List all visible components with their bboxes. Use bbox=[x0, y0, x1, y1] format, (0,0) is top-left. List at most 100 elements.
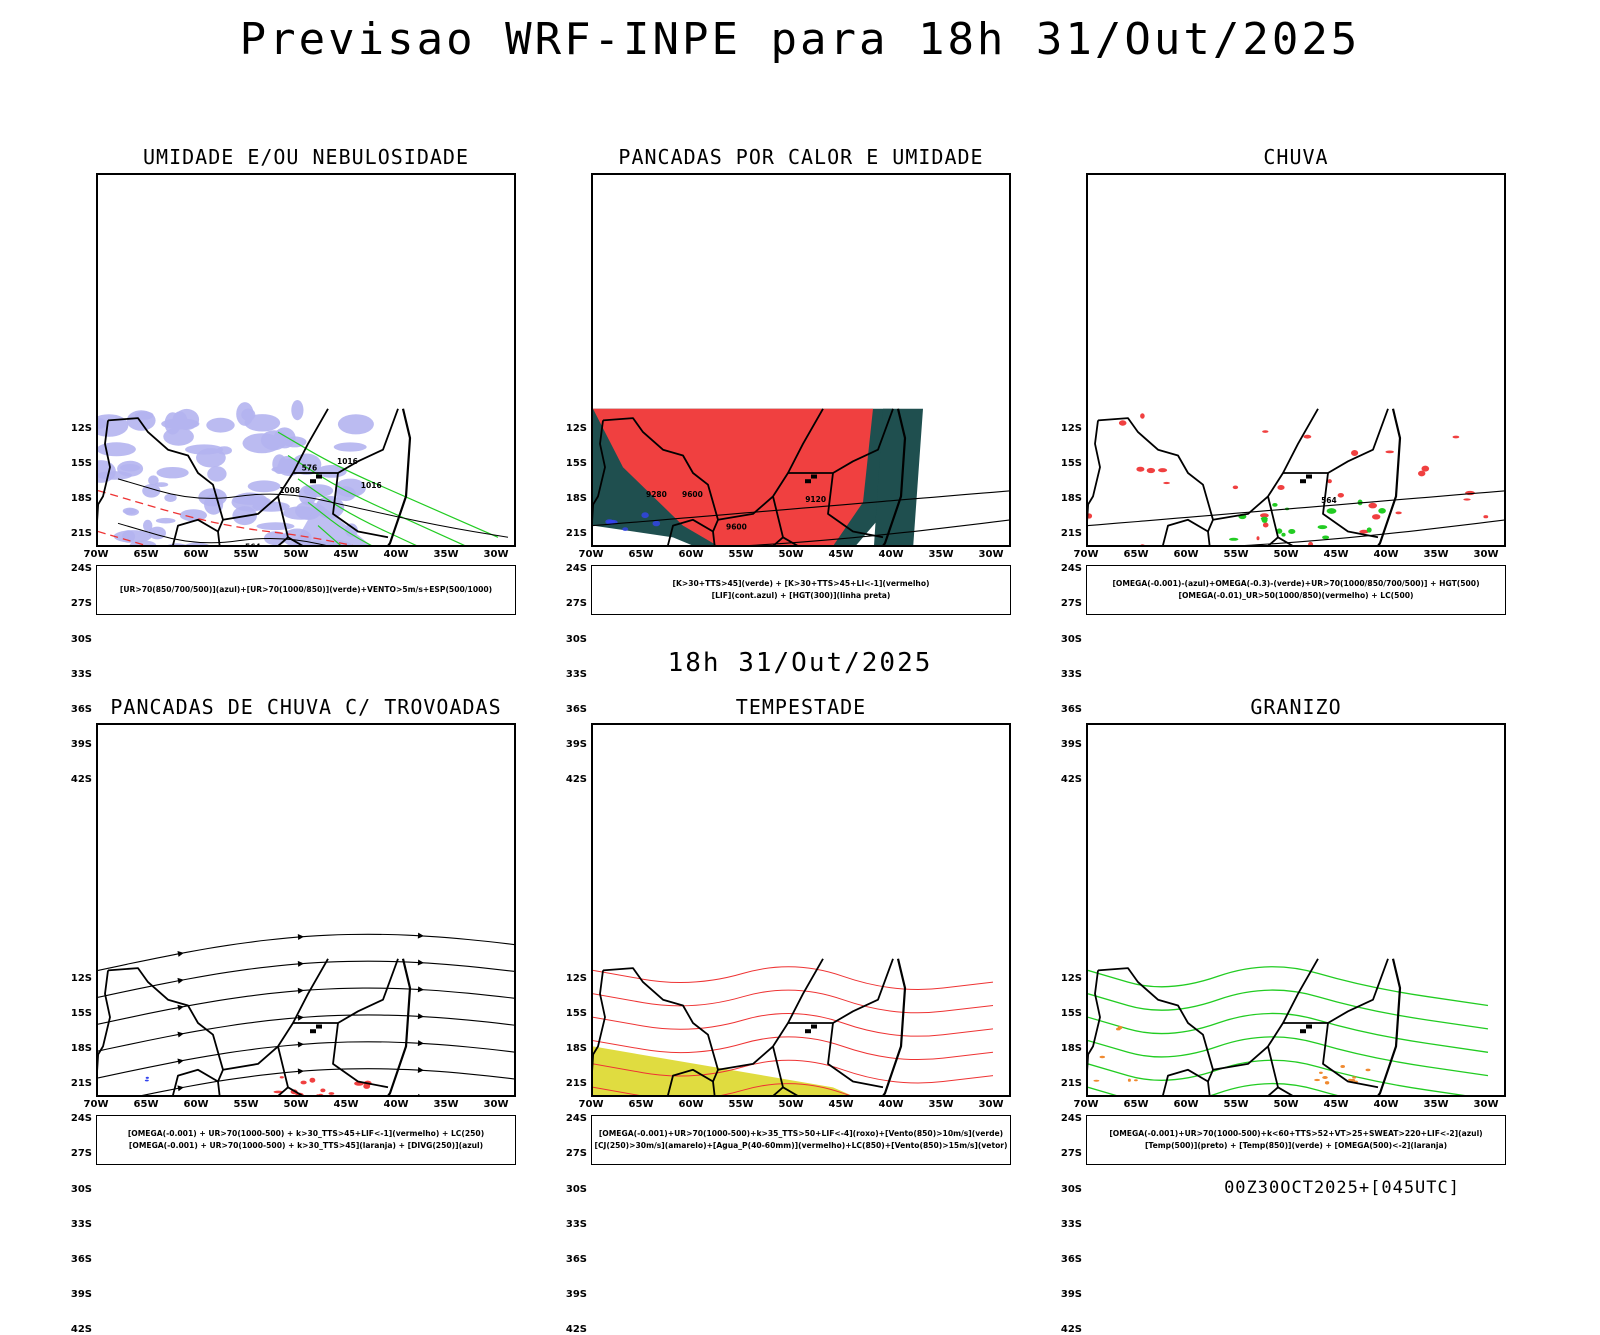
lat-tick-label: 39S bbox=[70, 1288, 92, 1300]
lc850-streamline bbox=[593, 1012, 994, 1037]
border-line bbox=[593, 420, 606, 506]
lake-mark bbox=[811, 474, 817, 479]
map-frame[interactable]: -15-18-21-15-12-12 bbox=[1086, 723, 1506, 1097]
streamline bbox=[141, 1068, 514, 1095]
lon-tick-label: 50W bbox=[283, 549, 309, 560]
panel-title: TEMPESTADE bbox=[735, 695, 867, 719]
rain-area bbox=[1262, 430, 1269, 433]
legend-box: [OMEGA(-0.001)+UR>70(1000-500)+k<60+TTS>… bbox=[1086, 1115, 1506, 1165]
omega-strong-area bbox=[1260, 516, 1268, 521]
border-line bbox=[1267, 1086, 1279, 1095]
rain-area bbox=[1088, 513, 1093, 519]
border-line bbox=[217, 1081, 221, 1095]
lat-tick-label: 21S bbox=[1060, 528, 1082, 540]
lon-axis: 70W 65W 60W 55W 50W 45W 40W 35W 30W bbox=[84, 1099, 516, 1113]
rain-area bbox=[1327, 479, 1332, 484]
lon-tick-label: 45W bbox=[1323, 549, 1349, 560]
border-line bbox=[1267, 536, 1279, 545]
border-line bbox=[172, 1068, 219, 1095]
border-line bbox=[1212, 408, 1319, 521]
contour-label: 9120 bbox=[805, 495, 826, 504]
lat-tick-label: 12S bbox=[1060, 423, 1082, 435]
lon-tick-label: 70W bbox=[578, 549, 604, 560]
temp850-contour bbox=[1088, 966, 1489, 1007]
lat-tick-label: 21S bbox=[70, 1078, 92, 1090]
border-line bbox=[277, 1086, 289, 1095]
contour-label: 1016 bbox=[337, 457, 358, 466]
lon-tick-label: 35W bbox=[928, 549, 954, 560]
lon-tick-label: 65W bbox=[1123, 1099, 1149, 1110]
lat-tick-label: 33S bbox=[70, 1218, 92, 1230]
border-line bbox=[222, 408, 329, 521]
border-line bbox=[717, 408, 824, 521]
lat-tick-label: 24S bbox=[1060, 1113, 1082, 1125]
lon-tick-label: 35W bbox=[433, 1099, 459, 1110]
border-line bbox=[1162, 518, 1209, 545]
lon-tick-label: 35W bbox=[1423, 1099, 1449, 1110]
lon-tick-label: 60W bbox=[1173, 549, 1199, 560]
lon-axis: 70W 65W 60W 55W 50W 45W 40W 35W 30W bbox=[84, 549, 516, 563]
rh-contour bbox=[317, 525, 342, 545]
lat-tick-label: 36S bbox=[1060, 1253, 1082, 1265]
lon-tick-label: 40W bbox=[878, 1099, 904, 1110]
flow-arrow bbox=[417, 932, 424, 939]
contour-label: 564 bbox=[245, 543, 261, 547]
flow-arrow bbox=[417, 1067, 424, 1073]
lon-tick-label: 65W bbox=[133, 549, 159, 560]
lon-tick-label: 50W bbox=[778, 549, 804, 560]
map-frame[interactable]: 1008100810161012100810161020101610121020… bbox=[96, 173, 516, 547]
legend-line: [OMEGA(-0.001)+UR>70(1000-500)+k>35_TTS>… bbox=[598, 1129, 1004, 1138]
lon-tick-label: 50W bbox=[283, 1099, 309, 1110]
humidity-area bbox=[98, 418, 107, 429]
lif-contour bbox=[622, 527, 629, 531]
lake-mark bbox=[316, 1024, 322, 1029]
thunderstorm-area bbox=[320, 1088, 326, 1093]
humidity-area bbox=[98, 460, 116, 483]
thunderstorm-area bbox=[300, 1080, 307, 1085]
lat-tick-label: 12S bbox=[1060, 973, 1082, 985]
lat-tick-label: 27S bbox=[1060, 598, 1082, 610]
flow-arrow bbox=[417, 1013, 424, 1020]
humidity-area bbox=[196, 448, 226, 468]
legend-line: [OMEGA(-0.001)-(azul)+OMEGA(-0.3)-(verde… bbox=[1112, 579, 1480, 588]
lon-tick-label: 40W bbox=[878, 549, 904, 560]
border-line bbox=[788, 408, 894, 474]
subtitle: 18h 31/Out/2025 bbox=[667, 648, 933, 678]
lat-tick-label: 39S bbox=[70, 738, 92, 750]
lon-tick-label: 55W bbox=[728, 549, 754, 560]
flow-arrow bbox=[417, 1093, 424, 1095]
lc850-streamline bbox=[593, 1083, 851, 1095]
map-frame[interactable]: 9600952096009440952096009440936093609280… bbox=[591, 173, 1011, 547]
border-line bbox=[1162, 1068, 1209, 1095]
lake-mark bbox=[1306, 474, 1312, 479]
lon-tick-label: 60W bbox=[1173, 1099, 1199, 1110]
border-line bbox=[1267, 1046, 1293, 1095]
border-line bbox=[222, 958, 329, 1071]
border-line bbox=[1322, 472, 1379, 539]
rain-area bbox=[1337, 493, 1344, 498]
rain-area bbox=[1385, 450, 1394, 454]
divergence-area bbox=[144, 1079, 149, 1082]
humidity-area bbox=[236, 402, 254, 426]
lon-tick-label: 65W bbox=[628, 1099, 654, 1110]
map-frame[interactable] bbox=[96, 723, 516, 1097]
rain-area bbox=[1421, 465, 1430, 472]
map-frame[interactable]: 5825795765735705675645615585555525735795… bbox=[1086, 173, 1506, 547]
humidity-area bbox=[164, 493, 177, 502]
strong-omega-area bbox=[1322, 1076, 1328, 1079]
strong-omega-area bbox=[1314, 1078, 1321, 1082]
lat-tick-label: 30S bbox=[565, 1183, 587, 1195]
border-line bbox=[772, 496, 798, 545]
legend-box: [OMEGA(-0.001)-(azul)+OMEGA(-0.3)-(verde… bbox=[1086, 565, 1506, 615]
rain-area bbox=[1351, 450, 1359, 456]
run-timestamp: 00Z30OCT2025+[045UTC] bbox=[1224, 1178, 1460, 1198]
border-line bbox=[1212, 958, 1319, 1071]
border-line bbox=[1283, 408, 1389, 474]
humidity-area bbox=[155, 517, 176, 524]
lon-tick-label: 60W bbox=[678, 1099, 704, 1110]
map-frame[interactable]: 4050 bbox=[591, 723, 1011, 1097]
map-pancadas-trovoadas bbox=[98, 932, 514, 1095]
lon-tick-label: 45W bbox=[828, 549, 854, 560]
lat-tick-label: 36S bbox=[565, 1253, 587, 1265]
lon-tick-label: 40W bbox=[383, 1099, 409, 1110]
